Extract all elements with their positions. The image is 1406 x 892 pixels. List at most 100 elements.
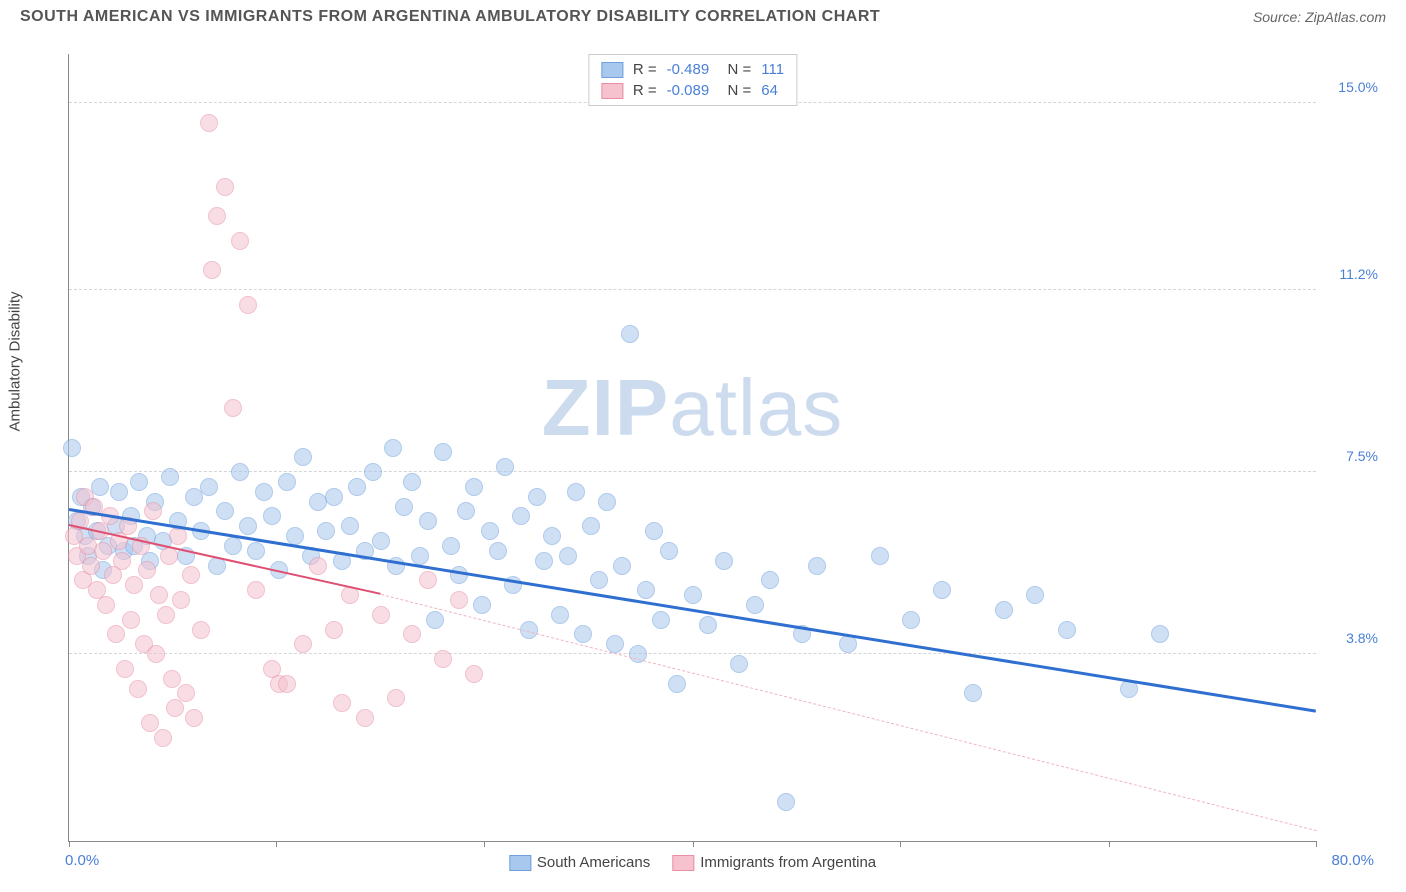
data-point xyxy=(1151,625,1169,643)
data-point xyxy=(933,581,951,599)
data-point xyxy=(94,542,112,560)
data-point xyxy=(247,581,265,599)
data-point xyxy=(317,522,335,540)
data-point xyxy=(419,571,437,589)
data-point xyxy=(372,532,390,550)
legend-label: South Americans xyxy=(537,854,650,871)
data-point xyxy=(489,542,507,560)
correlation-legend: R = -0.489 N = 111 R = -0.089 N = 64 xyxy=(588,54,797,106)
trend-line xyxy=(381,594,1316,831)
data-point xyxy=(294,635,312,653)
data-point xyxy=(419,512,437,530)
data-point xyxy=(434,650,452,668)
data-point xyxy=(746,596,764,614)
data-point xyxy=(730,655,748,673)
data-point xyxy=(129,680,147,698)
data-point xyxy=(161,468,179,486)
data-point xyxy=(512,507,530,525)
data-point xyxy=(239,517,257,535)
gridline xyxy=(69,289,1316,290)
data-point xyxy=(157,606,175,624)
x-tick xyxy=(900,841,901,847)
data-point xyxy=(192,621,210,639)
data-point xyxy=(224,399,242,417)
data-point xyxy=(434,443,452,461)
data-point xyxy=(141,714,159,732)
data-point xyxy=(130,473,148,491)
data-point xyxy=(125,576,143,594)
data-point xyxy=(442,537,460,555)
x-tick xyxy=(1109,841,1110,847)
data-point xyxy=(122,611,140,629)
data-point xyxy=(348,478,366,496)
data-point xyxy=(144,502,162,520)
series-legend: South Americans Immigrants from Argentin… xyxy=(509,854,876,871)
data-point xyxy=(871,547,889,565)
data-point xyxy=(255,483,273,501)
data-point xyxy=(231,232,249,250)
data-point xyxy=(387,689,405,707)
data-point xyxy=(395,498,413,516)
r-value: -0.089 xyxy=(667,82,710,99)
data-point xyxy=(621,325,639,343)
data-point xyxy=(278,675,296,693)
data-point xyxy=(154,729,172,747)
chart-title: SOUTH AMERICAN VS IMMIGRANTS FROM ARGENT… xyxy=(20,8,880,26)
data-point xyxy=(239,296,257,314)
data-point xyxy=(1026,586,1044,604)
data-point xyxy=(216,502,234,520)
legend-item: Immigrants from Argentina xyxy=(672,854,876,871)
y-tick-label: 7.5% xyxy=(1346,448,1378,464)
data-point xyxy=(110,483,128,501)
gridline xyxy=(69,471,1316,472)
data-point xyxy=(403,473,421,491)
data-point xyxy=(150,586,168,604)
x-tick xyxy=(693,841,694,847)
data-point xyxy=(356,709,374,727)
data-point xyxy=(598,493,616,511)
data-point xyxy=(465,665,483,683)
data-point xyxy=(535,552,553,570)
swatch-icon xyxy=(601,83,623,99)
data-point xyxy=(341,517,359,535)
data-point xyxy=(247,542,265,560)
x-tick xyxy=(69,841,70,847)
data-point xyxy=(473,596,491,614)
data-point xyxy=(652,611,670,629)
data-point xyxy=(411,547,429,565)
data-point xyxy=(185,709,203,727)
data-point xyxy=(166,699,184,717)
data-point xyxy=(995,601,1013,619)
data-point xyxy=(216,178,234,196)
data-point xyxy=(543,527,561,545)
data-point xyxy=(559,547,577,565)
data-point xyxy=(97,596,115,614)
data-point xyxy=(208,207,226,225)
y-tick-label: 15.0% xyxy=(1338,79,1378,95)
r-value: -0.489 xyxy=(667,61,710,78)
data-point xyxy=(263,507,281,525)
data-point xyxy=(278,473,296,491)
data-point xyxy=(528,488,546,506)
data-point xyxy=(715,552,733,570)
data-point xyxy=(567,483,585,501)
legend-row: R = -0.489 N = 111 xyxy=(601,59,784,80)
data-point xyxy=(182,566,200,584)
data-point xyxy=(637,581,655,599)
data-point xyxy=(309,557,327,575)
y-axis-label: Ambulatory Disability xyxy=(7,291,24,431)
data-point xyxy=(231,463,249,481)
scatter-plot: ZIPatlas R = -0.489 N = 111 R = -0.089 N… xyxy=(68,54,1316,842)
data-point xyxy=(172,591,190,609)
legend-label: Immigrants from Argentina xyxy=(700,854,876,871)
data-point xyxy=(668,675,686,693)
y-tick-label: 3.8% xyxy=(1346,630,1378,646)
data-point xyxy=(450,591,468,609)
data-point xyxy=(200,114,218,132)
data-point xyxy=(107,625,125,643)
data-point xyxy=(333,694,351,712)
data-point xyxy=(372,606,390,624)
source-label: Source: ZipAtlas.com xyxy=(1253,9,1386,25)
data-point xyxy=(699,616,717,634)
chart-container: Ambulatory Disability ZIPatlas R = -0.48… xyxy=(20,44,1386,882)
